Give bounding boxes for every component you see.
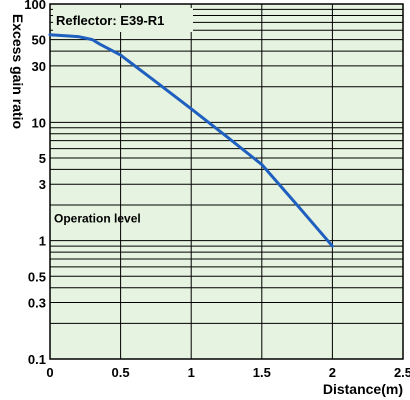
x-tick-label: 0.5: [112, 365, 130, 380]
reflector-label: Reflector: E39-R1: [56, 13, 164, 28]
y-tick-label: 3: [39, 177, 46, 192]
x-axis-title: Distance(m): [323, 381, 403, 397]
y-tick-label: 50: [32, 33, 46, 48]
y-tick-label: 0.1: [28, 352, 46, 367]
y-tick-label: 1: [39, 234, 46, 249]
y-tick-label: 30: [32, 59, 46, 74]
grid-lines: [50, 4, 403, 359]
y-tick-label: 10: [32, 115, 46, 130]
x-tick-label: 2.5: [394, 365, 410, 380]
y-tick-label: 100: [24, 0, 46, 12]
x-tick-label: 2: [329, 365, 336, 380]
y-tick-label: 5: [39, 151, 46, 166]
x-tick-label: 1.5: [253, 365, 271, 380]
series-line: [48, 33, 334, 248]
x-tick-label: 0: [46, 365, 53, 380]
y-tick-label: 0.5: [28, 269, 46, 284]
y-tick-label: 0.3: [28, 296, 46, 311]
y-axis-title: Excess gain ratio: [10, 14, 26, 129]
series-layer: [48, 33, 334, 248]
x-tick-label: 1: [188, 365, 195, 380]
tick-labels: 0 0.5 1 1.5 2 2.5 0.1 0.3 0.5 1 3 5 10 30 50 100: [24, 0, 410, 380]
plot-background: [49, 3, 404, 360]
annotations: Reflector: E39-R1 Operation level: [53, 8, 193, 226]
reflector-label-box: [53, 8, 193, 32]
operation-level-label: Operation level: [54, 212, 141, 226]
